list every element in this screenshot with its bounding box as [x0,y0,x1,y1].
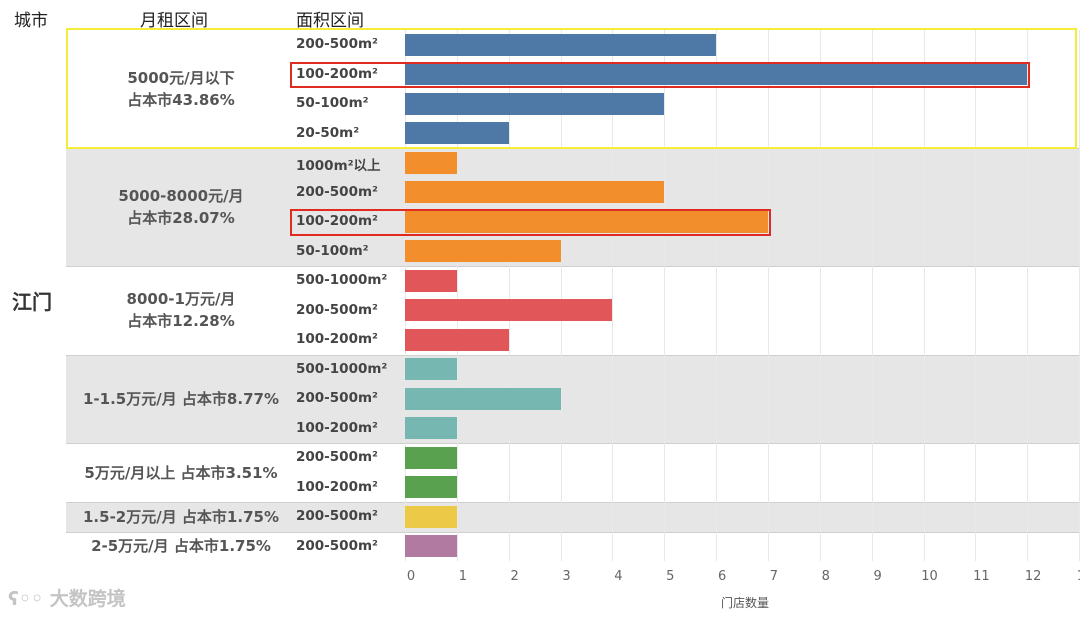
rent-range-share: 占本市12.28% [127,312,235,331]
rent-range-name: 5000元/月以下 [127,69,235,87]
area-range-label: 500-1000m² [296,272,388,288]
rent-range-label: 8000-1万元/月 占本市12.28% [66,288,296,332]
bar [405,328,509,351]
bar [405,387,561,410]
area-range-label: 200-500m² [296,449,378,465]
area-range-label: 100-200m² [296,419,378,436]
area-range-label: 50-100m² [296,95,369,111]
gridline-4 [612,30,614,561]
bar [405,269,457,292]
header-rent: 月租区间 [140,11,208,31]
x-tick-label: 8 [821,569,830,584]
group-band-5 [66,502,1080,532]
x-tick-label: 6 [717,569,727,584]
x-tick-label: 12 [1024,569,1042,584]
watermark-logo-icon: ʕ◦◦ [8,588,44,610]
city-label: 江门 [12,290,52,314]
bar [405,240,561,263]
rent-range-share: 占本市43.86% [127,91,235,109]
area-range-label: 200-500m² [296,390,378,406]
group-band-1 [66,148,1080,266]
area-range-label: 200-500m² [296,537,378,554]
rent-range-share: 占本市28.07% [127,209,235,227]
gridline-0 [405,30,406,561]
x-tick-label: 3 [562,569,571,584]
group-separator-6 [66,531,1080,533]
bar [405,181,665,204]
x-tick-label: 2 [510,569,519,584]
bar [405,476,457,499]
area-range-label: 500-1000m² [296,360,388,377]
rent-range-label: 5万元/月以上 占本市3.51% [84,463,278,482]
group-separator-4 [66,443,1080,444]
x-tick-label: 4 [614,569,623,584]
rent-range-label: 5000元/月以下 占本市43.86% [66,67,296,111]
bar [405,210,768,233]
group-separator-3 [66,354,1080,356]
bar [405,122,509,145]
gridline-1 [456,30,458,561]
rent-range-label: 2-5万元/月 占本市1.75% [91,537,271,556]
bar [405,33,717,56]
area-range-label: 200-500m² [296,508,378,524]
watermark: ʕ◦◦ 大数跨境 [8,584,126,611]
bar [405,92,665,115]
bar [405,63,1028,86]
gridline-7 [767,30,769,561]
area-range-label: 100-200m² [296,478,378,495]
area-range-label: 1000m²以上 [296,158,381,174]
rent-range-name: 5000-8000元/月 [118,187,244,205]
area-range-label: 200-500m² [296,301,378,318]
header-city: 城市 [14,11,48,31]
rent-range-label: 1-1.5万元/月 占本市8.77% [83,389,279,408]
x-tick-label: 10 [921,569,938,584]
x-axis-label: 门店数量 [720,596,769,610]
bar [405,151,457,174]
bar [405,299,613,322]
x-tick-label: 11 [973,569,990,584]
x-tick-label: 1 [458,569,467,584]
x-tick-label: 13 [1070,569,1080,584]
gridline-12 [1027,30,1029,561]
x-tick-label: 9 [873,569,882,584]
header-area: 面积区间 [296,11,364,31]
gridline-3 [560,30,562,561]
rent-range-label: 1.5-2万元/月 占本市1.75% [83,507,279,526]
group-separator-2 [66,266,1080,267]
bar [405,358,457,381]
watermark-text: 大数跨境 [49,588,126,610]
x-tick-label: 7 [769,569,779,584]
gridline-10 [923,30,925,561]
highlight-box-bar [290,209,771,236]
group-separator-5 [66,502,1080,503]
bar [405,535,457,558]
rent-range-label: 5000-8000元/月 占本市28.07% [66,185,296,229]
x-tick-label: 5 [666,569,675,584]
gridline-8 [819,30,821,561]
highlight-box-bar [290,61,1031,88]
gridline-9 [871,30,873,561]
area-range-label: 100-200m² [296,331,378,347]
area-range-label: 20-50m² [296,124,360,141]
bar [405,446,457,469]
gridline-5 [664,30,666,561]
area-range-label: 200-500m² [296,36,378,52]
area-range-label: 100-200m² [296,213,378,229]
gridline-11 [975,30,977,561]
gridline-2 [508,30,510,561]
x-tick-label: 0 [406,569,416,584]
gridline-6 [716,30,718,561]
bar [405,417,457,440]
area-range-label: 50-100m² [296,242,369,259]
bar [405,505,457,528]
area-range-label: 100-200m² [296,65,378,82]
rent-range-name: 8000-1万元/月 [126,290,236,309]
highlight-box-group [66,28,1077,149]
area-range-label: 200-500m² [296,183,378,200]
group-band-3 [66,354,1080,443]
